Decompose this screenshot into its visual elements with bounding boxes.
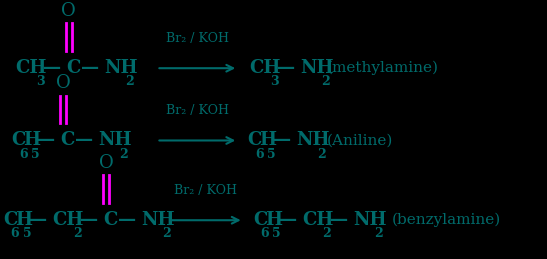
Text: Br₂ / KOH: Br₂ / KOH — [166, 104, 229, 117]
Text: O: O — [61, 2, 76, 20]
Text: 2: 2 — [317, 148, 326, 161]
Text: —: — — [330, 211, 348, 229]
Text: H: H — [259, 132, 276, 149]
Text: NH: NH — [141, 211, 174, 229]
Text: 3: 3 — [36, 75, 44, 88]
Text: 6: 6 — [255, 148, 264, 161]
Text: O: O — [98, 154, 113, 172]
Text: C: C — [103, 211, 118, 229]
Text: —: — — [82, 59, 100, 77]
Text: Br₂ / KOH: Br₂ / KOH — [174, 184, 237, 197]
Text: —: — — [279, 211, 297, 229]
Text: 5: 5 — [22, 227, 31, 240]
Text: 6: 6 — [19, 148, 27, 161]
Text: C: C — [247, 132, 262, 149]
Text: —: — — [29, 211, 47, 229]
Text: 2: 2 — [73, 227, 82, 240]
Text: —: — — [118, 211, 137, 229]
Text: Br₂ / KOH: Br₂ / KOH — [166, 32, 229, 45]
Text: CH: CH — [302, 211, 333, 229]
Text: 5: 5 — [267, 148, 276, 161]
Text: NH: NH — [104, 59, 138, 77]
Text: 2: 2 — [125, 75, 133, 88]
Text: 2: 2 — [162, 227, 171, 240]
Text: —: — — [37, 132, 55, 149]
Text: —: — — [43, 59, 61, 77]
Text: —: — — [75, 132, 94, 149]
Text: —: — — [274, 132, 292, 149]
Text: NH: NH — [98, 132, 132, 149]
Text: C: C — [3, 211, 18, 229]
Text: CH: CH — [52, 211, 83, 229]
Text: 2: 2 — [374, 227, 382, 240]
Text: C: C — [11, 132, 26, 149]
Text: 6: 6 — [10, 227, 19, 240]
Text: —: — — [277, 59, 295, 77]
Text: 5: 5 — [272, 227, 281, 240]
Text: NH: NH — [296, 132, 330, 149]
Text: (Aniline): (Aniline) — [327, 133, 393, 147]
Text: 2: 2 — [321, 75, 330, 88]
Text: H: H — [265, 211, 282, 229]
Text: 2: 2 — [119, 148, 127, 161]
Text: 6: 6 — [260, 227, 269, 240]
Text: NH: NH — [300, 59, 334, 77]
Text: (benzylamine): (benzylamine) — [392, 213, 502, 227]
Text: C: C — [253, 211, 267, 229]
Text: C: C — [66, 59, 80, 77]
Text: CH: CH — [249, 59, 281, 77]
Text: O: O — [55, 74, 70, 92]
Text: 3: 3 — [270, 75, 278, 88]
Text: NH: NH — [353, 211, 387, 229]
Text: —: — — [80, 211, 98, 229]
Text: CH: CH — [15, 59, 46, 77]
Text: (methylamine): (methylamine) — [327, 61, 439, 75]
Text: H: H — [15, 211, 32, 229]
Text: C: C — [60, 132, 74, 149]
Text: 2: 2 — [323, 227, 331, 240]
Text: 5: 5 — [31, 148, 39, 161]
Text: H: H — [23, 132, 40, 149]
